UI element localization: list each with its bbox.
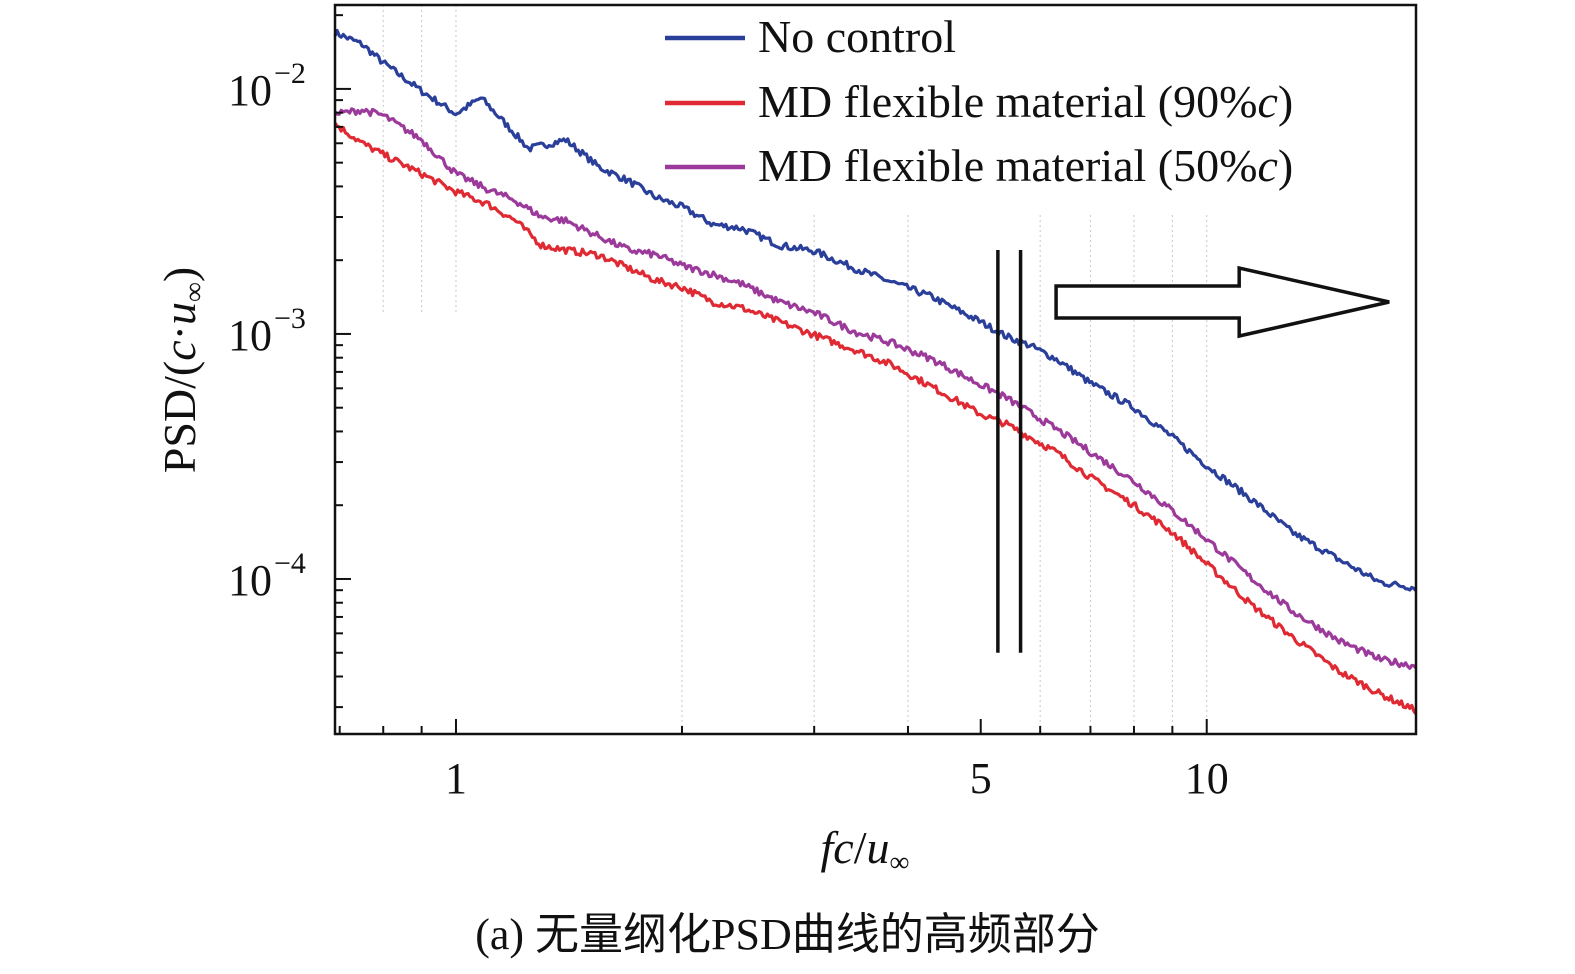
x-tick-label: 1 (445, 754, 467, 803)
figure-caption: (a) 无量纲化PSD曲线的高频部分 (475, 910, 1100, 959)
y-tick-exponent: −2 (274, 57, 306, 90)
legend-label-3: MD flexible material (50%c) (758, 140, 1293, 191)
y-tick-label: 10 (228, 66, 272, 115)
series-line-3 (333, 107, 1418, 670)
x-axis-label: fc/u∞ (821, 822, 910, 878)
series-line-1 (333, 28, 1418, 592)
y-tick-exponent: −3 (274, 302, 306, 335)
x-tick-label: 5 (970, 754, 992, 803)
plot-frame (333, 3, 1418, 736)
legend-label-2: MD flexible material (90%c) (758, 76, 1293, 127)
annotations (996, 250, 1390, 653)
axis-labels: fc/u∞ PSD/(c·u∞) (154, 267, 909, 878)
series-lines (333, 28, 1418, 715)
x-tick-label: 10 (1185, 754, 1229, 803)
legend-label-1: No control (758, 11, 956, 62)
y-axis-label: PSD/(c·u∞) (154, 267, 210, 474)
y-tick-exponent: −4 (274, 547, 306, 580)
series-line-2 (333, 122, 1418, 715)
y-tick-label: 10 (228, 556, 272, 605)
arrow-right-icon (1054, 265, 1390, 339)
legend: No control MD flexible material (90%c) MD … (665, 11, 1293, 191)
y-tick-label: 10 (228, 311, 272, 360)
